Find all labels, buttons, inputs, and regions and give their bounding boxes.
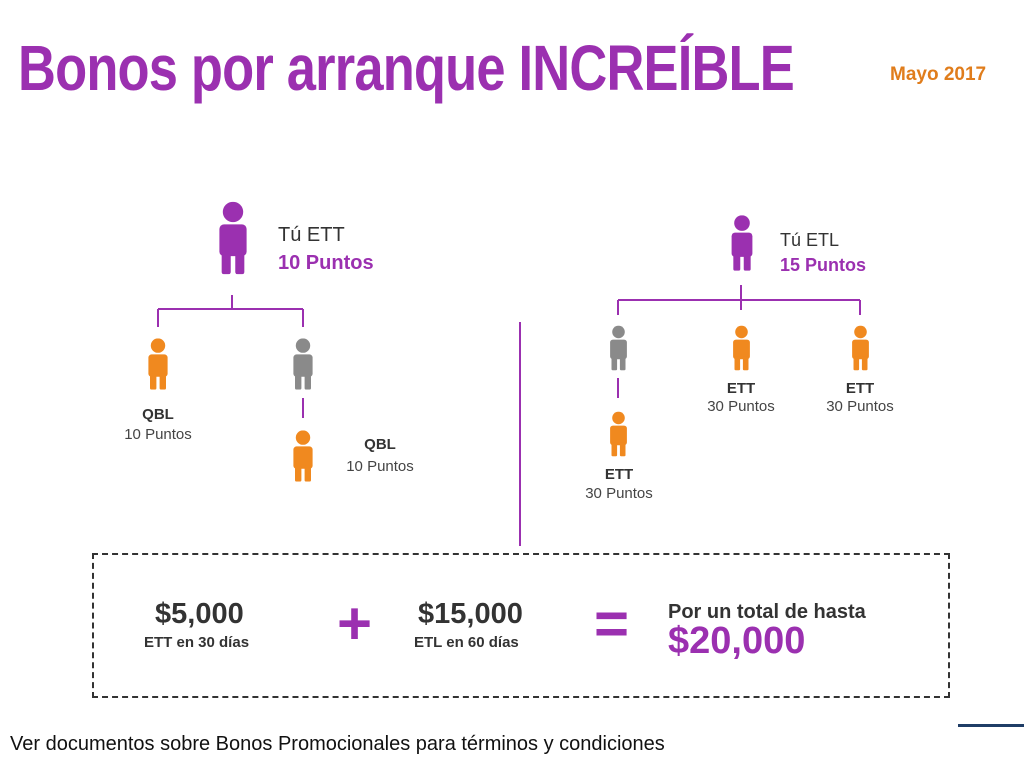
- left-tree-lines: [157, 295, 304, 418]
- plus-sign: +: [337, 590, 373, 657]
- bonus2-amount: $15,000: [418, 598, 523, 630]
- right-root-name: Tú ETL: [780, 230, 840, 250]
- right-tree-lines: [617, 285, 861, 398]
- right-child-b-points: 30 Puntos: [707, 398, 775, 415]
- equals-sign: =: [594, 590, 630, 657]
- left-child-c-points: 10 Puntos: [346, 458, 414, 475]
- right-root-points: 15 Puntos: [780, 255, 867, 275]
- right-grandchild-points: 30 Puntos: [585, 485, 653, 502]
- person-icon: [731, 320, 752, 376]
- right-child-c-points: 30 Puntos: [826, 398, 894, 415]
- person-icon: [608, 406, 629, 462]
- person-icon: [608, 320, 629, 376]
- bonus1-amount: $5,000: [155, 598, 244, 630]
- summary-box: [92, 553, 950, 698]
- total-label: Por un total de hasta: [668, 601, 866, 623]
- date-label: Mayo 2017: [890, 64, 987, 85]
- corner-accent-line: [958, 724, 1024, 727]
- total-amount: $20,000: [668, 620, 806, 662]
- left-child-a-code: QBL: [142, 406, 174, 423]
- page-title: Bonos por arranque INCREÍBLE: [18, 32, 795, 104]
- bonus1-label: ETT en 30 días: [144, 634, 250, 651]
- right-child-b-code: ETT: [726, 380, 756, 397]
- tree-connectors: [157, 285, 861, 546]
- footer-note: Ver documentos sobre Bonos Promocionales…: [10, 733, 665, 755]
- left-root-points: 10 Puntos: [278, 252, 374, 274]
- person-icon: [291, 424, 315, 488]
- bonus2-label: ETL en 60 días: [414, 634, 519, 651]
- left-child-c-code: QBL: [364, 436, 396, 453]
- person-icon: [729, 208, 755, 278]
- right-child-c-code: ETT: [845, 380, 875, 397]
- person-icon: [216, 196, 250, 280]
- left-root-name: Tú ETT: [278, 224, 345, 246]
- left-child-a-points: 10 Puntos: [124, 426, 192, 443]
- right-grandchild-code: ETT: [604, 466, 634, 483]
- person-icon: [850, 320, 871, 376]
- person-icon: [146, 332, 170, 396]
- person-icon: [291, 332, 315, 396]
